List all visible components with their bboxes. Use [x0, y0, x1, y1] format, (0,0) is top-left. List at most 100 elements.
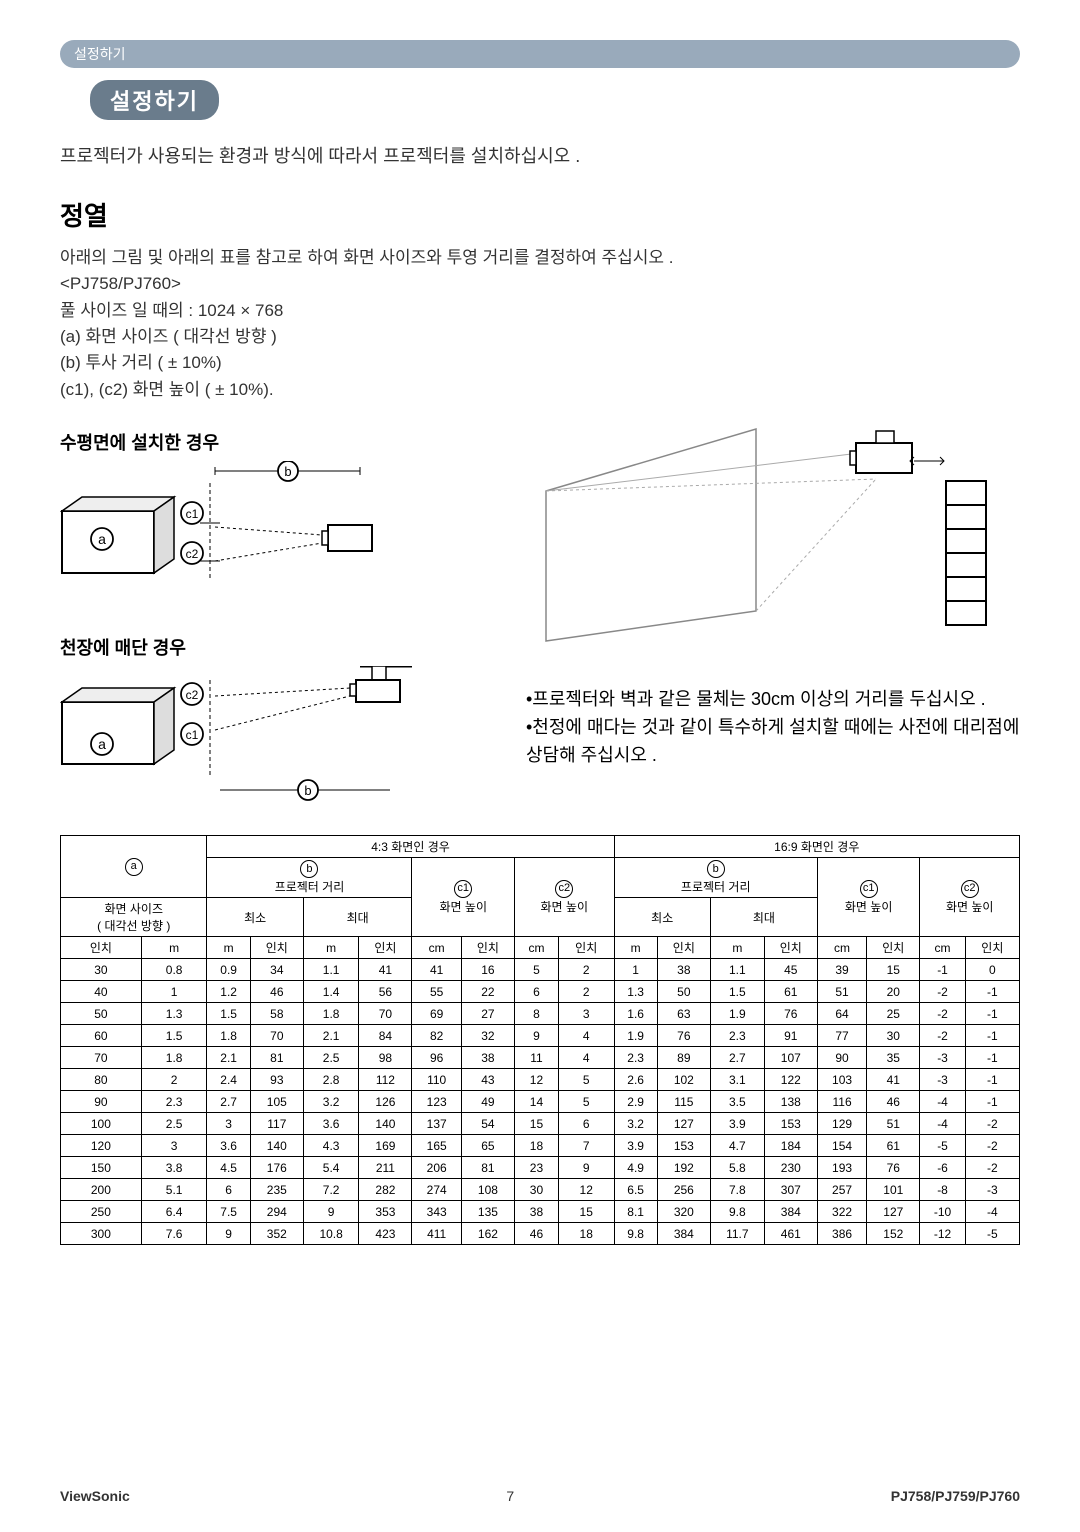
table-cell: 1.5: [207, 1003, 250, 1025]
table-cell: 1.8: [207, 1025, 250, 1047]
table-cell: 123: [412, 1091, 461, 1113]
table-cell: 2.7: [207, 1091, 250, 1113]
table-cell: 307: [764, 1179, 817, 1201]
table-cell: -2: [920, 981, 965, 1003]
table-cell: 4.3: [303, 1135, 358, 1157]
svg-text:c1: c1: [186, 728, 199, 742]
table-cell: 140: [250, 1135, 303, 1157]
table-cell: 4.5: [207, 1157, 250, 1179]
table-row: 4011.2461.4565522621.3501.5615120-2-1: [61, 981, 1020, 1003]
table-cell: 117: [250, 1113, 303, 1135]
table-cell: -2: [965, 1157, 1019, 1179]
table-row: 300.80.9341.1414116521381.1453915-10: [61, 959, 1020, 981]
table-cell: 76: [657, 1025, 710, 1047]
table-cell: 43: [461, 1069, 514, 1091]
para-line: 아래의 그림 및 아래의 표를 참고로 하여 화면 사이즈와 투영 거리를 결정…: [60, 245, 1020, 271]
table-cell: 110: [412, 1069, 461, 1091]
table-cell: 38: [657, 959, 710, 981]
right-column: •프로젝터와 벽과 같은 물체는 30cm 이상의 거리를 두십시오 . •천정…: [526, 411, 1020, 811]
table-cell: 2.9: [614, 1091, 657, 1113]
diagram-horizontal: a c1 c2 b: [60, 461, 490, 616]
table-cell: 30: [867, 1025, 920, 1047]
table-cell: 12: [514, 1069, 558, 1091]
table-cell: 40: [61, 981, 142, 1003]
left-column: 수평면에 설치한 경우 a c1 c2: [60, 411, 490, 811]
table-cell: 46: [867, 1091, 920, 1113]
table-cell: 84: [359, 1025, 412, 1047]
svg-text:b: b: [304, 783, 311, 798]
table-cell: 4: [558, 1047, 614, 1069]
table-cell: 8.1: [614, 1201, 657, 1223]
table-cell: 352: [250, 1223, 303, 1245]
table-cell: 115: [657, 1091, 710, 1113]
table-cell: 23: [514, 1157, 558, 1179]
table-cell: 152: [867, 1223, 920, 1245]
table-cell: 15: [514, 1113, 558, 1135]
table-cell: -3: [920, 1047, 965, 1069]
table-cell: 1.8: [303, 1003, 358, 1025]
table-cell: 107: [764, 1047, 817, 1069]
table-cell: 137: [412, 1113, 461, 1135]
table-cell: 41: [412, 959, 461, 981]
table-cell: 103: [817, 1069, 866, 1091]
table-row: 501.31.5581.8706927831.6631.9766425-2-1: [61, 1003, 1020, 1025]
table-cell: 294: [250, 1201, 303, 1223]
table-cell: 5.4: [303, 1157, 358, 1179]
table-cell: 320: [657, 1201, 710, 1223]
table-cell: -2: [965, 1113, 1019, 1135]
table-cell: 3.1: [710, 1069, 764, 1091]
table-cell: 4.7: [710, 1135, 764, 1157]
table-cell: 162: [461, 1223, 514, 1245]
table-cell: 6.4: [141, 1201, 207, 1223]
table-cell: -5: [920, 1135, 965, 1157]
table-cell: 2.7: [710, 1047, 764, 1069]
table-cell: -2: [920, 1003, 965, 1025]
table-cell: 211: [359, 1157, 412, 1179]
table-cell: 45: [764, 959, 817, 981]
table-cell: 3: [207, 1113, 250, 1135]
table-cell: 93: [250, 1069, 303, 1091]
table-cell: 423: [359, 1223, 412, 1245]
table-cell: 76: [867, 1157, 920, 1179]
table-cell: 1: [614, 959, 657, 981]
diagram-ceiling: a c2 c1 b: [60, 666, 490, 811]
table-cell: 105: [250, 1091, 303, 1113]
table-cell: -1: [965, 981, 1019, 1003]
svg-text:c2: c2: [186, 547, 199, 561]
table-cell: 46: [514, 1223, 558, 1245]
svg-text:a: a: [98, 531, 106, 547]
table-cell: 1.6: [614, 1003, 657, 1025]
table-cell: 6: [514, 981, 558, 1003]
table-cell: -12: [920, 1223, 965, 1245]
table-cell: 1.5: [710, 981, 764, 1003]
table-cell: 1.9: [710, 1003, 764, 1025]
diagram-row: 수평면에 설치한 경우 a c1 c2: [60, 411, 1020, 811]
table-cell: 176: [250, 1157, 303, 1179]
table-cell: 9.8: [710, 1201, 764, 1223]
table-cell: 386: [817, 1223, 866, 1245]
table-cell: 9: [303, 1201, 358, 1223]
table-cell: 65: [461, 1135, 514, 1157]
svg-text:c1: c1: [186, 507, 199, 521]
table-cell: 4: [558, 1025, 614, 1047]
table-cell: -4: [920, 1113, 965, 1135]
table-cell: 461: [764, 1223, 817, 1245]
table-cell: 3.6: [207, 1135, 250, 1157]
table-cell: 322: [817, 1201, 866, 1223]
table-cell: 38: [461, 1047, 514, 1069]
table-cell: 184: [764, 1135, 817, 1157]
table-cell: 30: [514, 1179, 558, 1201]
table-cell: 2.3: [141, 1091, 207, 1113]
table-cell: 3.9: [614, 1135, 657, 1157]
para-line: <PJ758/PJ760>: [60, 271, 1020, 297]
table-row: 601.51.8702.1848232941.9762.3917730-2-1: [61, 1025, 1020, 1047]
table-cell: 8: [514, 1003, 558, 1025]
table-cell: -5: [965, 1223, 1019, 1245]
notes: •프로젝터와 벽과 같은 물체는 30cm 이상의 거리를 두십시오 . •천정…: [526, 686, 1020, 770]
table-cell: 58: [250, 1003, 303, 1025]
table-cell: -2: [965, 1135, 1019, 1157]
table-cell: 2.8: [303, 1069, 358, 1091]
table-cell: 102: [657, 1069, 710, 1091]
table-cell: 64: [817, 1003, 866, 1025]
table-cell: 0.8: [141, 959, 207, 981]
